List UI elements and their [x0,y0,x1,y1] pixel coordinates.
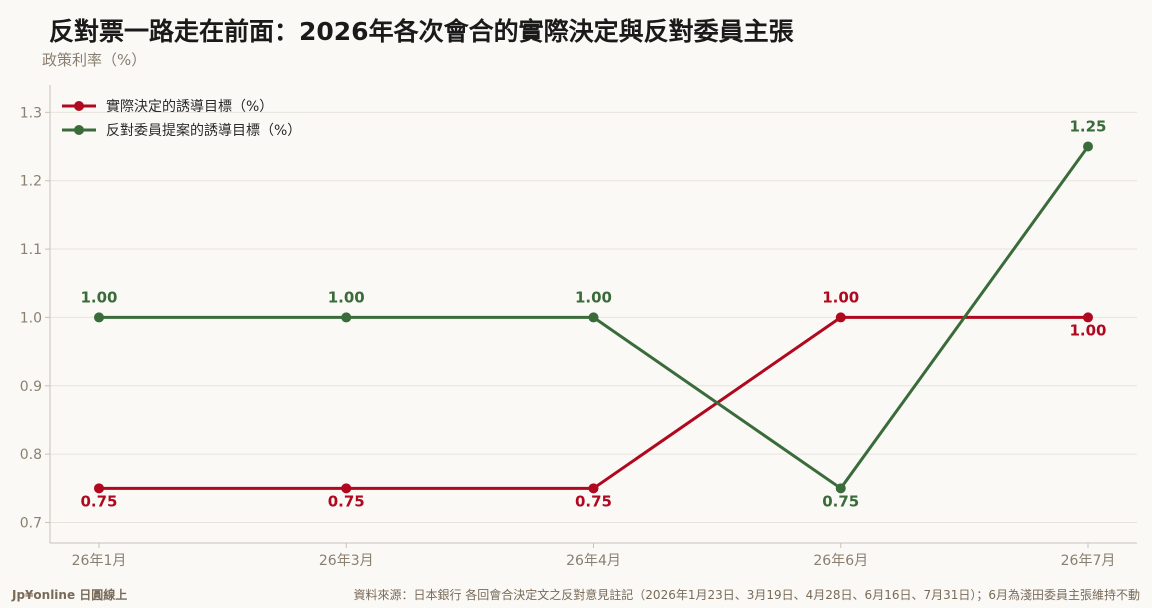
x-tick-label: 26年1月 [72,553,127,569]
data-point [1083,141,1093,152]
data-point [94,483,104,494]
data-label: 1.00 [1069,321,1106,339]
data-point [835,312,846,323]
x-tick-label: 26年4月 [566,553,621,569]
x-tick-label: 26年6月 [813,553,868,569]
x-tick-label: 26年7月 [1061,553,1116,569]
x-tick-label: 26年3月 [319,553,374,569]
data-point [341,483,352,494]
y-tick-label: 0.7 [20,515,42,531]
y-tick-label: 1.2 [20,174,42,190]
data-point [835,483,846,494]
data-point [94,312,104,323]
y-tick-label: 1.1 [20,242,42,258]
y-tick-label: 1.3 [20,105,42,121]
legend-label: 實際決定的誘導目標（%） [106,98,273,115]
data-point [341,312,352,323]
data-label: 1.00 [328,288,365,306]
series-line-0 [99,315,1088,490]
data-label: 1.25 [1069,118,1106,136]
chart-title: 反對票一路走在前面：2026年各次會合的實際決定與反對委員主張 [49,17,794,46]
y-tick-label: 0.9 [20,379,42,395]
data-label: 0.75 [80,492,117,510]
source-note: 資料來源：日本銀行 各回會合決定文之反對意見註記（2026年1月23日、3月19… [353,588,1140,602]
y-tick-label: 0.8 [20,447,42,463]
data-label: 1.00 [80,288,117,306]
data-point [588,483,599,494]
data-point [1083,312,1093,323]
data-label: 0.75 [822,492,859,510]
y-tick-label: 1.0 [20,310,42,326]
brand-label: Jp¥online 日圓線上 [12,588,128,602]
data-point [588,312,599,323]
legend-swatch-marker [74,125,84,135]
data-label: 1.00 [575,288,612,306]
legend-label: 反對委員提案的誘導目標（%） [106,122,301,139]
legend-swatch-marker [74,101,84,111]
data-label: 1.00 [822,288,859,306]
data-label: 0.75 [575,492,612,510]
y-axis-label: 政策利率（%） [42,51,147,69]
data-label: 0.75 [328,492,365,510]
line-chart: 0.7 0.8 0.9 1.0 1.1 1.2 1.3 26年1月 26年3月 26年4月 26年6… [20,85,1137,569]
